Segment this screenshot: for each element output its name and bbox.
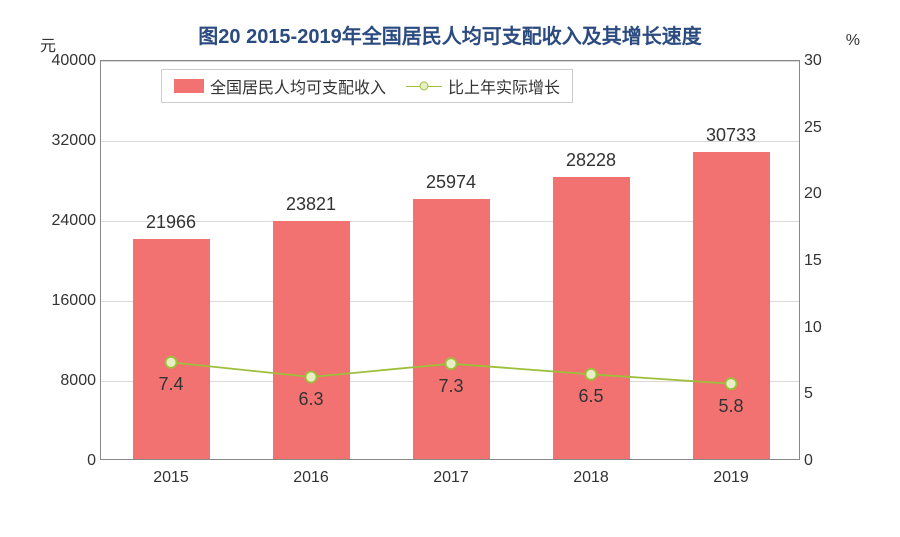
y-tick-left: 16000	[41, 292, 96, 310]
line-marker	[306, 372, 317, 383]
chart-container: 图20 2015-2019年全国居民人均可支配收入及其增长速度 元 % 全国居民…	[0, 0, 900, 537]
plot-area: 全国居民人均可支配收入 比上年实际增长 08000160002400032000…	[100, 60, 800, 460]
x-tick: 2016	[293, 469, 329, 487]
y-tick-left: 24000	[41, 212, 96, 230]
line-layer	[101, 61, 799, 459]
x-tick: 2017	[433, 469, 469, 487]
y-tick-right: 25	[804, 119, 839, 137]
y-axis-right-label: %	[846, 32, 860, 50]
line-marker	[446, 358, 457, 369]
y-tick-left: 0	[41, 452, 96, 470]
x-tick: 2015	[153, 469, 189, 487]
chart-title: 图20 2015-2019年全国居民人均可支配收入及其增长速度	[0, 20, 900, 49]
y-tick-right: 20	[804, 185, 839, 203]
y-tick-left: 32000	[41, 132, 96, 150]
y-tick-right: 0	[804, 452, 839, 470]
x-tick: 2018	[573, 469, 609, 487]
x-tick: 2019	[713, 469, 749, 487]
y-tick-left: 8000	[41, 372, 96, 390]
line-marker	[586, 369, 597, 380]
line-marker	[726, 378, 737, 389]
y-tick-right: 5	[804, 385, 839, 403]
y-tick-right: 15	[804, 252, 839, 270]
y-tick-right: 10	[804, 319, 839, 337]
y-tick-left: 40000	[41, 52, 96, 70]
line-marker	[166, 357, 177, 368]
y-tick-right: 30	[804, 52, 839, 70]
